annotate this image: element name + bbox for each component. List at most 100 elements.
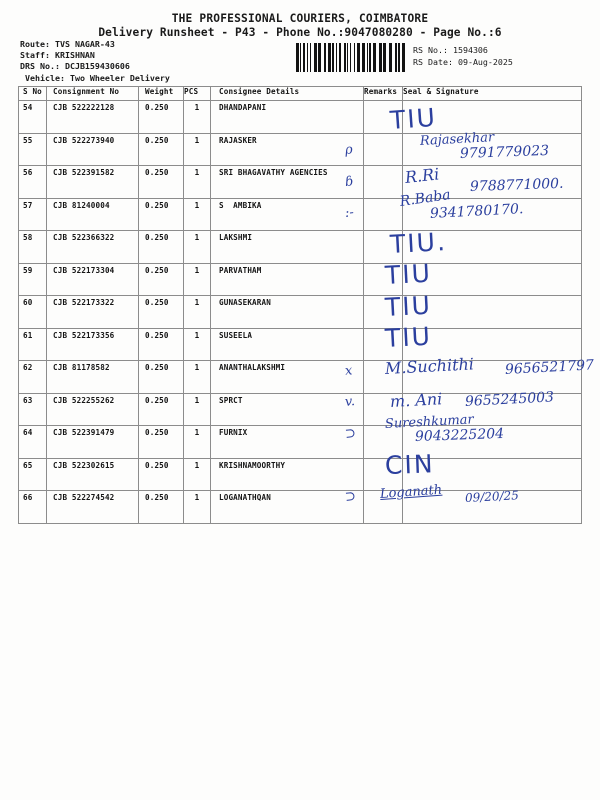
cell-seal-signature xyxy=(402,197,582,231)
cell-consignee-details: ANANTHALAKSHMI xyxy=(210,360,364,394)
cell-remarks xyxy=(363,295,403,329)
runsheet-table: S No Consignment No Weight PCS Consignee… xyxy=(18,86,582,524)
cell-weight: 0.250 xyxy=(138,230,184,264)
cell-consignee-details: S AMBIKA xyxy=(210,197,364,231)
cell-seal-signature xyxy=(402,132,582,166)
table-row: 64 CJB 522391479 0.250 1 FURNIX xyxy=(18,425,582,459)
cell-sno: 55 xyxy=(18,132,47,166)
cell-consignment-no: CJB 522173304 xyxy=(46,262,139,296)
rs-date-line: RS Date: 09-Aug-2025 xyxy=(413,56,513,67)
table-row: 54 CJB 522222128 0.250 1 DHANDAPANI xyxy=(18,100,582,134)
staff-line: Staff: KRISHNAN xyxy=(20,50,95,61)
table-row: 61 CJB 522173356 0.250 1 SUSEELA xyxy=(18,327,582,361)
cell-remarks xyxy=(363,165,403,199)
cell-remarks xyxy=(363,230,403,264)
cell-consignment-no: CJB 522255262 xyxy=(46,392,139,426)
cell-seal-signature xyxy=(402,360,582,394)
cell-consignee-details: DHANDAPANI xyxy=(210,100,364,134)
cell-seal-signature xyxy=(402,165,582,199)
cell-consignee-details: RAJASKER xyxy=(210,132,364,166)
cell-sno: 60 xyxy=(18,295,47,329)
cell-consignee-details: KRISHNAMOORTHY xyxy=(210,457,364,491)
cell-seal-signature xyxy=(402,425,582,459)
cell-weight: 0.250 xyxy=(138,132,184,166)
column-header-weight: Weight xyxy=(138,86,184,101)
cell-seal-signature xyxy=(402,230,582,264)
cell-consignment-no: CJB 522173356 xyxy=(46,327,139,361)
cell-weight: 0.250 xyxy=(138,392,184,426)
cell-weight: 0.250 xyxy=(138,100,184,134)
cell-pcs: 1 xyxy=(183,197,211,231)
table-header-row: S No Consignment No Weight PCS Consignee… xyxy=(18,86,582,101)
cell-pcs: 1 xyxy=(183,230,211,264)
cell-seal-signature xyxy=(402,392,582,426)
column-header-consignee: Consignee Details xyxy=(210,86,364,101)
cell-consignment-no: CJB 522273940 xyxy=(46,132,139,166)
cell-seal-signature xyxy=(402,295,582,329)
cell-pcs: 1 xyxy=(183,100,211,134)
cell-sno: 63 xyxy=(18,392,47,426)
page-title: THE PROFESSIONAL COURIERS, COIMBATORE xyxy=(171,12,429,25)
table-row: 62 CJB 81178582 0.250 1 ANANTHALAKSHMI xyxy=(18,360,582,394)
cell-consignee-details: SRI BHAGAVATHY AGENCIES xyxy=(210,165,364,199)
cell-consignee-details: PARVATHAM xyxy=(210,262,364,296)
table-row: 56 CJB 522391582 0.250 1 SRI BHAGAVATHY AGEN… xyxy=(18,165,582,199)
cell-consignment-no: CJB 522391582 xyxy=(46,165,139,199)
cell-weight: 0.250 xyxy=(138,295,184,329)
header-meta-left: Route: TVS NAGAR-43 Staff: KRISHNAN DRS … xyxy=(20,39,170,84)
table-row: 65 CJB 522302615 0.250 1 KRISHNAMOORTHY xyxy=(18,457,582,491)
cell-remarks xyxy=(363,392,403,426)
cell-weight: 0.250 xyxy=(138,490,184,524)
column-header-consignment: Consignment No xyxy=(46,86,139,101)
table-row: 57 CJB 81240004 0.250 1 S AMBIKA xyxy=(18,197,582,231)
column-header-seal-signature: Seal & Signature xyxy=(402,86,582,101)
cell-weight: 0.250 xyxy=(138,457,184,491)
cell-weight: 0.250 xyxy=(138,262,184,296)
cell-pcs: 1 xyxy=(183,295,211,329)
cell-consignment-no: CJB 522391479 xyxy=(46,425,139,459)
cell-consignee-details: SPRCT xyxy=(210,392,364,426)
cell-seal-signature xyxy=(402,100,582,134)
table-row: 66 CJB 522274542 0.250 1 LOGANATHQAN xyxy=(18,490,582,524)
cell-seal-signature xyxy=(402,490,582,524)
table-body: 54 CJB 522222128 0.250 1 DHANDAPANI 55 CJB 522… xyxy=(18,100,582,524)
cell-remarks xyxy=(363,197,403,231)
cell-consignment-no: CJB 81240004 xyxy=(46,197,139,231)
cell-remarks xyxy=(363,425,403,459)
cell-pcs: 1 xyxy=(183,425,211,459)
cell-weight: 0.250 xyxy=(138,165,184,199)
table-row: 60 CJB 522173322 0.250 1 GUNASEKARAN xyxy=(18,295,582,329)
cell-consignee-details: GUNASEKARAN xyxy=(210,295,364,329)
cell-sno: 58 xyxy=(18,230,47,264)
cell-consignment-no: CJB 522173322 xyxy=(46,295,139,329)
cell-pcs: 1 xyxy=(183,165,211,199)
cell-seal-signature xyxy=(402,262,582,296)
cell-sno: 56 xyxy=(18,165,47,199)
cell-consignment-no: CJB 522274542 xyxy=(46,490,139,524)
page-subtitle: Delivery Runsheet - P43 - Phone No.:9047… xyxy=(98,26,502,39)
cell-consignment-no: CJB 522366322 xyxy=(46,230,139,264)
table-row: 63 CJB 522255262 0.250 1 SPRCT xyxy=(18,392,582,426)
cell-consignee-details: SUSEELA xyxy=(210,327,364,361)
cell-remarks xyxy=(363,457,403,491)
rs-no-line: RS No.: 1594306 xyxy=(413,45,488,55)
cell-seal-signature xyxy=(402,327,582,361)
cell-weight: 0.250 xyxy=(138,425,184,459)
column-header-sno: S No xyxy=(18,86,47,101)
cell-consignment-no: CJB 522222128 xyxy=(46,100,139,134)
cell-remarks xyxy=(363,490,403,524)
cell-sno: 54 xyxy=(18,100,47,134)
table-row: 58 CJB 522366322 0.250 1 LAKSHMI xyxy=(18,230,582,264)
cell-pcs: 1 xyxy=(183,457,211,491)
cell-remarks xyxy=(363,262,403,296)
cell-pcs: 1 xyxy=(183,132,211,166)
cell-consignee-details: LOGANATHQAN xyxy=(210,490,364,524)
cell-weight: 0.250 xyxy=(138,197,184,231)
route-line: Route: TVS NAGAR-43 xyxy=(20,39,115,49)
cell-pcs: 1 xyxy=(183,490,211,524)
cell-seal-signature xyxy=(402,457,582,491)
cell-consignment-no: CJB 522302615 xyxy=(46,457,139,491)
cell-weight: 0.250 xyxy=(138,327,184,361)
cell-sno: 57 xyxy=(18,197,47,231)
